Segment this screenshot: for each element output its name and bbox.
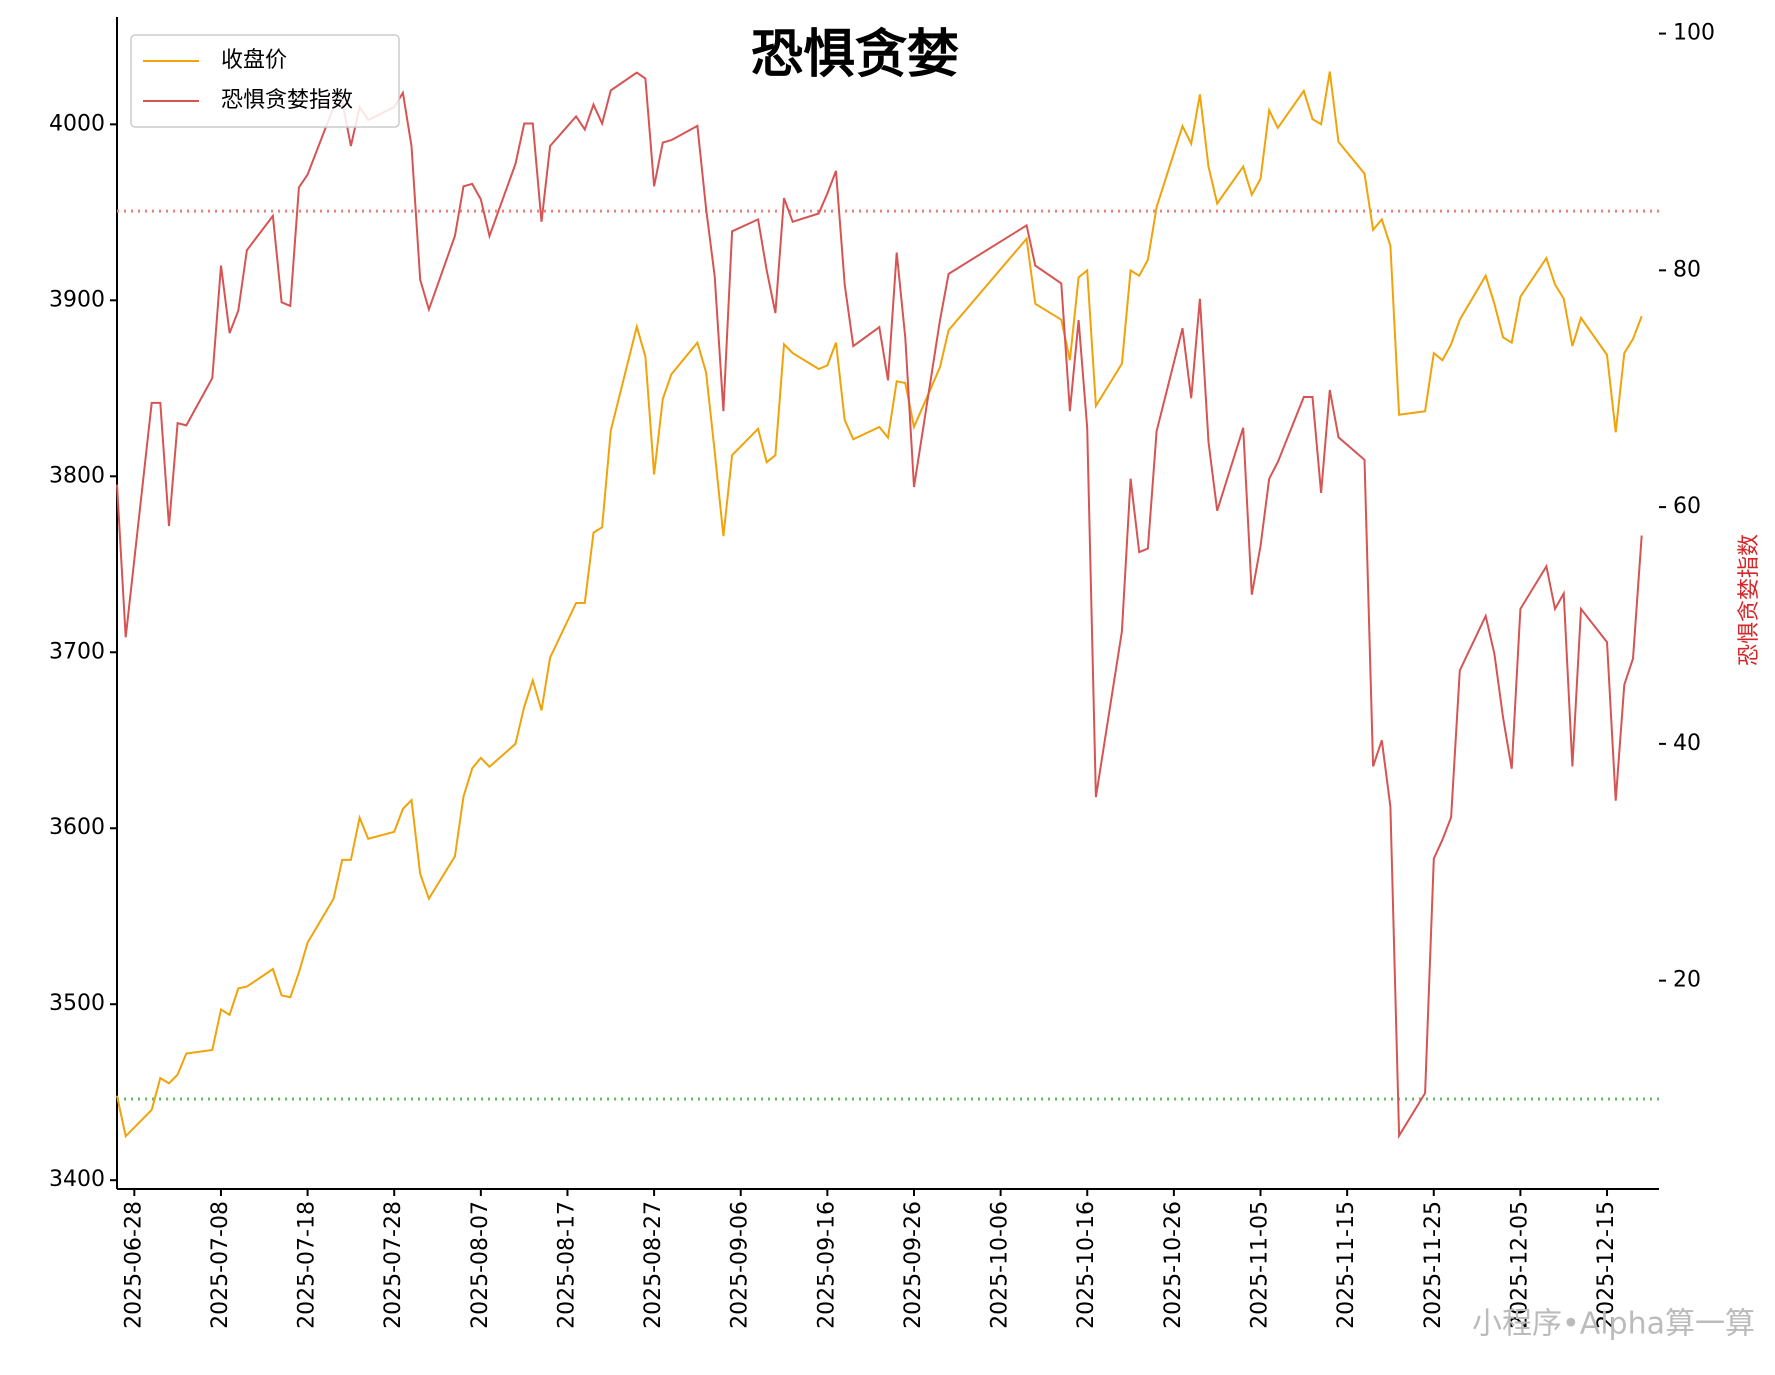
y2-tick-label: 100 bbox=[1673, 21, 1715, 46]
y-tick-label: 3800 bbox=[49, 463, 105, 488]
x-tick-label: 2025-09-06 bbox=[728, 1201, 753, 1329]
y2-tick-label: 60 bbox=[1673, 494, 1701, 519]
x-tick-label: 2025-11-25 bbox=[1421, 1201, 1446, 1329]
x-tick-label: 2025-08-17 bbox=[554, 1201, 579, 1329]
x-tick-label: 2025-11-05 bbox=[1248, 1201, 1273, 1329]
legend-label: 恐惧贪婪指数 bbox=[221, 88, 353, 113]
y-tick-label: 4000 bbox=[49, 111, 105, 136]
x-tick-label: 2025-11-15 bbox=[1334, 1201, 1359, 1329]
legend-box bbox=[130, 34, 400, 128]
y2-tick-label: 40 bbox=[1673, 731, 1701, 756]
y2-tick-label: 20 bbox=[1673, 968, 1701, 993]
watermark: 小程序•Alpha算一算 bbox=[1472, 1307, 1755, 1342]
chart-title: 恐惧贪婪 bbox=[751, 25, 959, 85]
x-tick-label: 2025-12-15 bbox=[1594, 1201, 1619, 1329]
x-tick-label: 2025-08-07 bbox=[468, 1201, 493, 1329]
x-tick-label: 2025-10-16 bbox=[1074, 1201, 1099, 1329]
y2-axis-label: 恐惧贪婪指数 bbox=[1737, 534, 1762, 666]
y-tick-label: 3900 bbox=[49, 287, 105, 312]
legend-label: 收盘价 bbox=[221, 48, 287, 73]
y-tick-label: 3700 bbox=[49, 639, 105, 664]
x-tick-label: 2025-09-26 bbox=[901, 1201, 926, 1329]
y-tick-label: 3600 bbox=[49, 815, 105, 840]
x-tick-label: 2025-08-27 bbox=[641, 1201, 666, 1329]
x-tick-label: 2025-10-06 bbox=[988, 1201, 1013, 1329]
x-tick-label: 2025-06-28 bbox=[121, 1201, 146, 1329]
series-line bbox=[116, 71, 1643, 1140]
y-tick-label: 3500 bbox=[49, 991, 105, 1016]
x-tick-label: 2025-07-28 bbox=[381, 1201, 406, 1329]
x-tick-label: 2025-07-08 bbox=[208, 1201, 233, 1329]
x-tick-label: 2025-09-16 bbox=[814, 1201, 839, 1329]
x-tick-label: 2025-12-05 bbox=[1507, 1201, 1532, 1329]
y2-tick-label: 80 bbox=[1673, 257, 1701, 282]
series-line bbox=[116, 71, 1643, 1139]
x-tick-label: 2025-10-26 bbox=[1161, 1201, 1186, 1329]
x-tick-label: 2025-07-18 bbox=[295, 1201, 320, 1329]
y-tick-label: 3400 bbox=[49, 1167, 105, 1192]
